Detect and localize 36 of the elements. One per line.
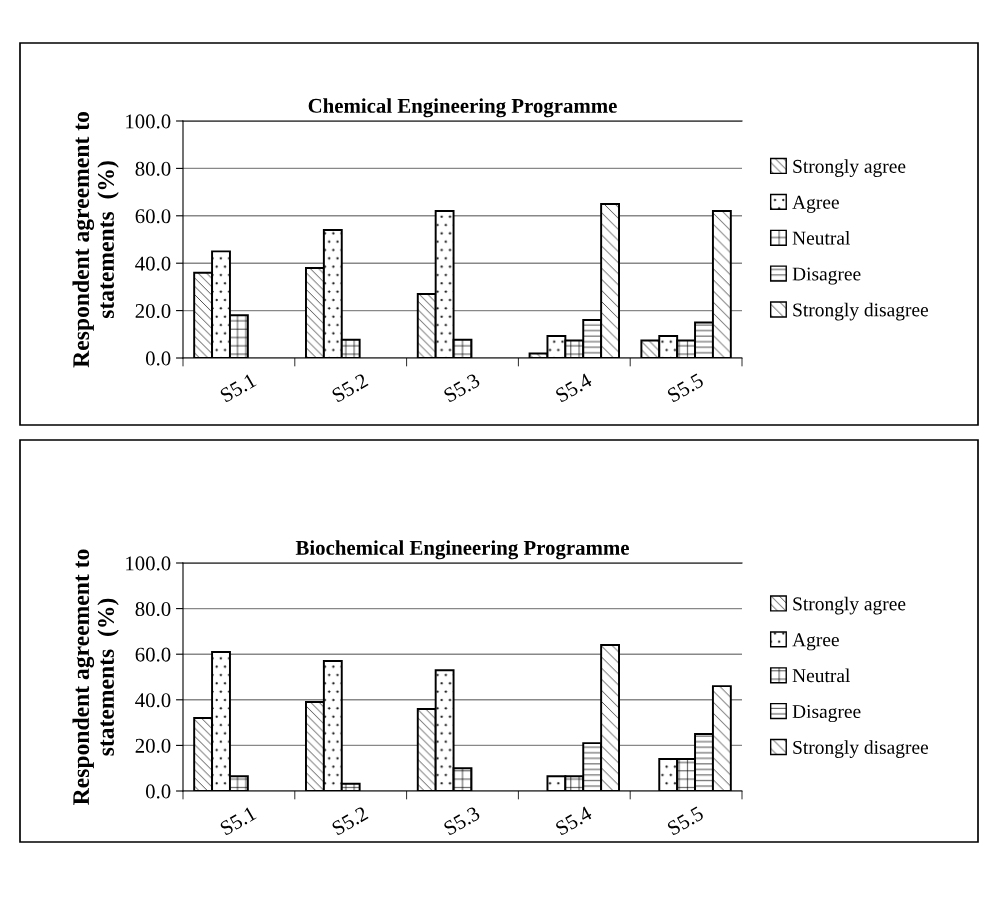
legend-label: Neutral <box>792 668 850 683</box>
legend-label: Agree <box>792 195 839 213</box>
y-tick-label: 40.0 <box>135 693 171 708</box>
legend-label: Disagree <box>792 267 861 285</box>
y-tick-label: 20.0 <box>135 738 171 753</box>
legend-label: Disagree <box>792 704 861 723</box>
legend-label: Neutral <box>792 231 850 245</box>
x-tick-label: S5.1 <box>219 806 257 836</box>
y-tick-label: 100.0 <box>126 556 171 571</box>
legend-label: Strongly agree <box>793 596 906 615</box>
y-tick-label: 80.0 <box>135 161 171 176</box>
x-tick-label: S5.4 <box>554 805 593 836</box>
x-tick-label: S5.2 <box>331 373 369 403</box>
x-tick-label: S5.3 <box>443 805 481 836</box>
x-tick-label: S5.5 <box>666 805 705 836</box>
chart-title: Biochemical Engineering Programme <box>295 540 629 560</box>
y-tick-label: 60.0 <box>135 647 171 662</box>
y-tick-label: 0.0 <box>145 351 171 366</box>
y-tick-label: 60.0 <box>135 209 171 224</box>
legend-label: Strongly disagree <box>793 740 929 758</box>
x-tick-label: S5.1 <box>219 373 257 403</box>
x-tick-label: S5.3 <box>443 372 481 403</box>
chart-title: Chemical Engineering Programme <box>308 98 617 118</box>
y-tick-label: 40.0 <box>135 256 171 271</box>
x-tick-label: S5.4 <box>554 372 593 403</box>
legend-label: Agree <box>792 633 839 651</box>
y-tick-label: 80.0 <box>135 601 171 617</box>
y-axis-title: Respondent agreement to statements (%) <box>72 549 119 805</box>
legend-label: Strongly disagree <box>793 302 929 321</box>
y-tick-label: 0.0 <box>145 784 171 799</box>
x-tick-label: S5.2 <box>331 806 369 836</box>
x-tick-label: S5.5 <box>666 372 705 403</box>
y-tick-label: 100.0 <box>126 114 171 129</box>
y-tick-label: 20.0 <box>135 303 171 319</box>
y-axis-title: Respondent agreement to statements (%) <box>72 112 119 368</box>
legend-label: Strongly agree <box>793 159 906 177</box>
